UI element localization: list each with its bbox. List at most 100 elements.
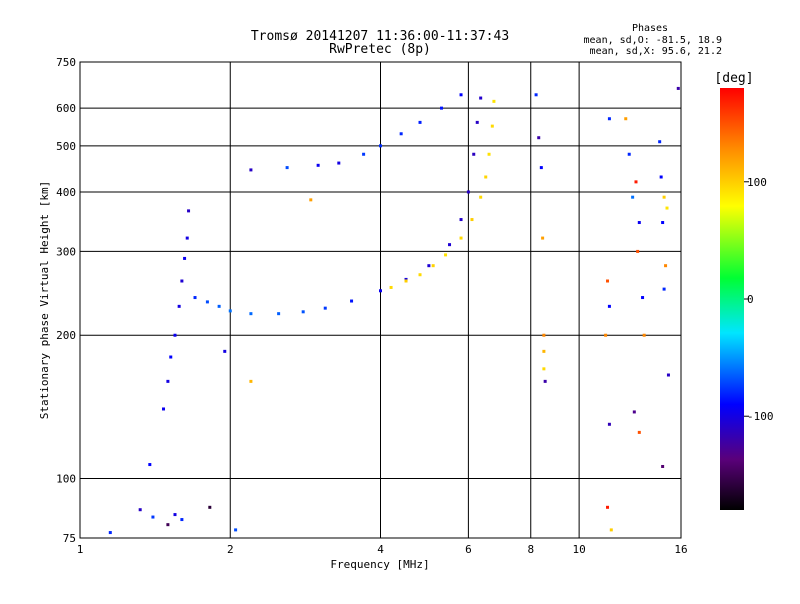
data-point [642, 333, 646, 337]
data-point [217, 304, 221, 308]
data-point [470, 218, 474, 222]
data-point [249, 168, 253, 172]
data-point [604, 333, 608, 337]
x-tick-label: 16 [674, 543, 687, 556]
data-point [627, 152, 631, 156]
data-point [169, 355, 173, 359]
data-point [223, 349, 227, 353]
colorbar-ticks: 100 0 -100 [744, 176, 774, 423]
data-point [664, 264, 668, 268]
chart-title: Tromsø 20141207 11:36:00-11:37:43 [251, 29, 509, 44]
data-point [379, 144, 382, 148]
data-point [636, 249, 640, 253]
data-point [472, 152, 476, 156]
grid-lines [80, 62, 681, 538]
colorbar-tick-label: -100 [747, 410, 774, 423]
data-point [350, 299, 354, 303]
x-tick-label: 6 [465, 543, 472, 556]
data-point [228, 309, 232, 313]
data-point [208, 505, 212, 509]
data-point [542, 349, 546, 353]
data-point [404, 279, 408, 283]
data-point [631, 195, 635, 199]
data-point [362, 152, 366, 156]
data-point [148, 463, 152, 467]
data-point [309, 198, 313, 202]
data-point [431, 264, 435, 268]
data-point [459, 93, 463, 97]
data-point [666, 373, 670, 377]
data-point [193, 296, 197, 300]
data-point [151, 515, 155, 519]
data-point [166, 523, 170, 527]
data-point [173, 333, 177, 337]
data-point [277, 312, 281, 316]
data-point [404, 277, 408, 281]
data-point [606, 279, 610, 283]
y-tick-label: 750 [56, 56, 76, 69]
data-point [484, 175, 488, 179]
colorbar-tick-label: 0 [747, 293, 754, 306]
data-point [490, 124, 494, 128]
data-point [427, 264, 431, 268]
y-tick-label: 75 [63, 532, 76, 545]
x-tick-label: 8 [527, 543, 534, 556]
data-point [539, 166, 543, 170]
data-point [659, 175, 663, 179]
data-point [662, 195, 666, 199]
data-point [662, 287, 666, 291]
data-point [665, 206, 669, 210]
x-axis-ticks: 1 2 4 6 8 10 16 [77, 543, 688, 556]
data-point [632, 410, 636, 414]
data-point [624, 117, 628, 121]
data-point [177, 304, 181, 308]
data-point [607, 117, 611, 121]
data-point [466, 190, 470, 194]
data-point [661, 221, 665, 225]
data-point [337, 161, 341, 165]
data-point [180, 518, 184, 522]
data-point [459, 236, 463, 240]
y-tick-label: 500 [56, 140, 76, 153]
data-point [205, 300, 209, 304]
y-tick-label: 100 [56, 473, 76, 486]
data-point [537, 136, 541, 140]
data-point [379, 289, 382, 293]
data-point [609, 528, 613, 532]
data-point [459, 218, 463, 222]
colorbar-tick-label: 100 [747, 176, 767, 189]
y-tick-label: 400 [56, 186, 76, 199]
stats-o-line: mean, sd,O: -81.5, 18.9 [584, 35, 722, 46]
data-point [183, 256, 187, 260]
data-point [487, 152, 491, 156]
data-point [607, 422, 611, 426]
data-point [323, 306, 327, 310]
data-point [542, 367, 546, 371]
data-point [637, 430, 641, 434]
chart-subtitle: RwPretec (8p) [329, 42, 431, 57]
colorbar [720, 88, 744, 510]
x-tick-label: 1 [77, 543, 84, 556]
data-point [448, 243, 452, 247]
y-tick-label: 300 [56, 245, 76, 258]
data-point [249, 312, 253, 316]
y-axis-ticks: 75 100 200 300 400 500 600 750 [56, 56, 76, 545]
data-point [249, 379, 253, 383]
data-point [606, 505, 610, 509]
data-point [418, 120, 422, 124]
data-point [492, 99, 496, 103]
data-point [440, 106, 444, 110]
colorbar-label: [deg] [714, 71, 753, 86]
y-tick-label: 600 [56, 102, 76, 115]
data-point [479, 195, 483, 199]
data-point [316, 163, 320, 167]
y-axis-label: Stationary phase Virtual Height [km] [38, 181, 51, 419]
x-tick-label: 4 [377, 543, 384, 556]
stats-title: Phases [632, 23, 668, 34]
stats-x-line: mean, sd,X: 95.6, 21.2 [590, 46, 722, 57]
data-point [475, 120, 479, 124]
data-point [162, 407, 166, 411]
data-point [637, 221, 641, 225]
